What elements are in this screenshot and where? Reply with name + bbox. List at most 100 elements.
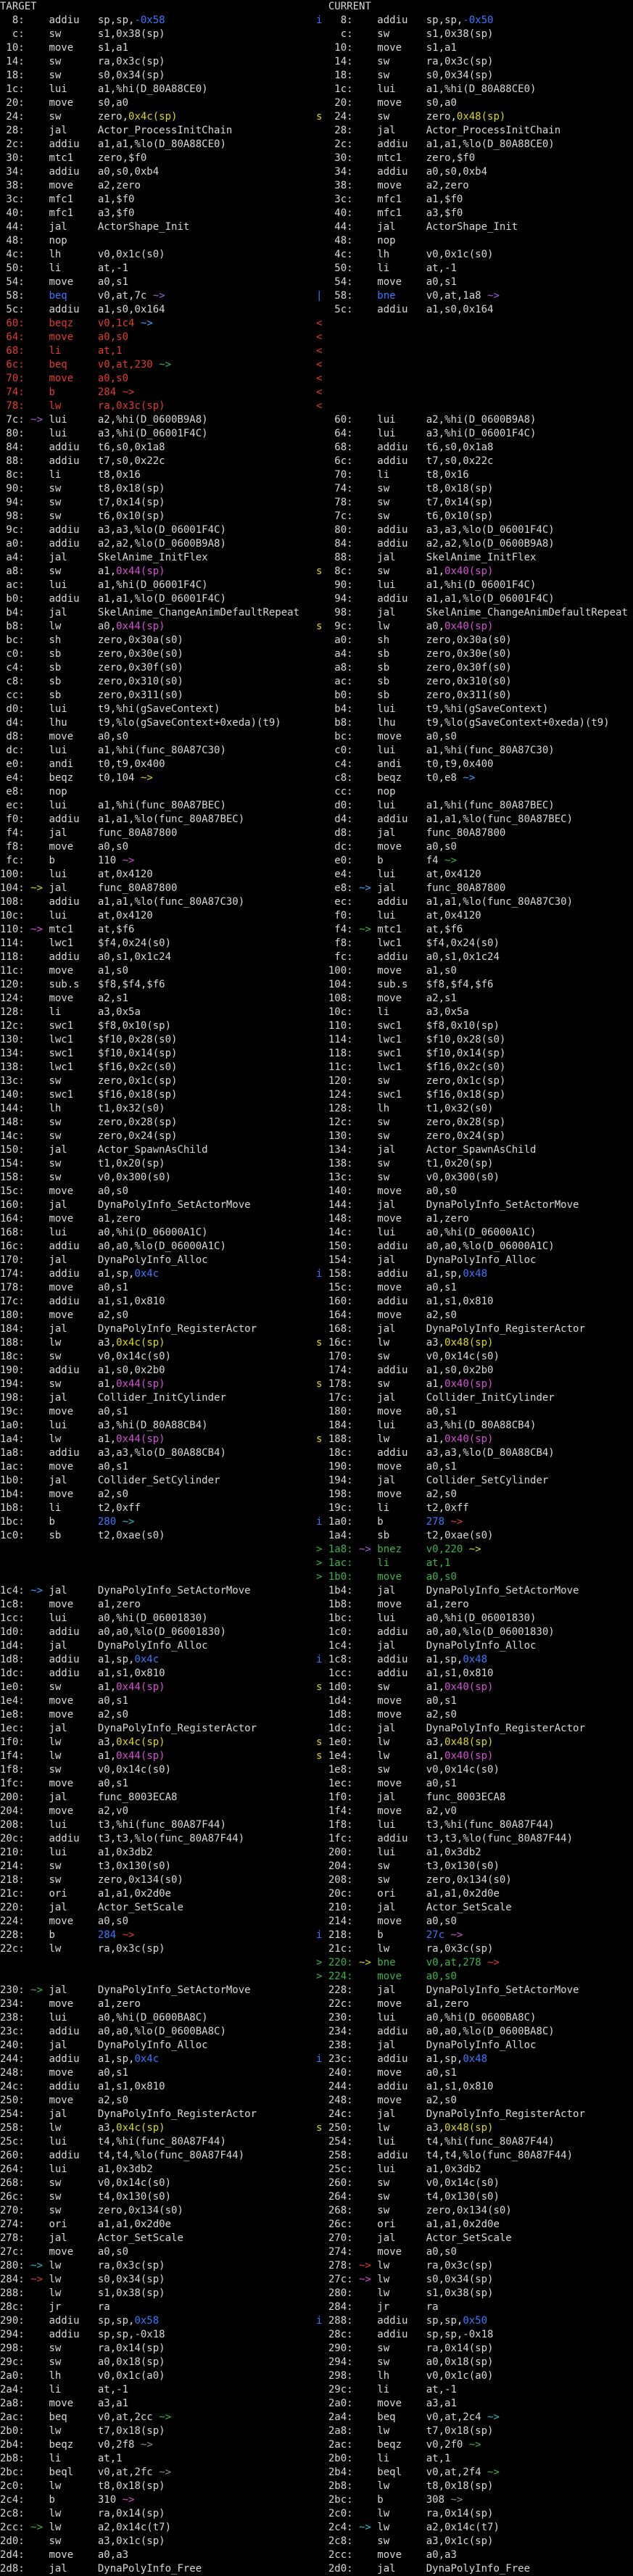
diff-row: 130: lwc1 $f10,0x28(s0) 114: lwc1 $f10,0… xyxy=(0,1033,633,1047)
code-span xyxy=(353,1433,378,1445)
mnemonic: b xyxy=(377,1929,426,1941)
diff-row: 10: move s1,a1 10: move s1,a1 xyxy=(0,41,633,55)
address: 180: xyxy=(328,1406,353,1417)
operand: a1, xyxy=(426,1681,445,1693)
mnemonic: beql xyxy=(49,2467,98,2478)
diff-row: e4: beqz t0,104 ~> c8: beqz t0,e8 ~> xyxy=(0,771,633,785)
code-span xyxy=(25,2343,49,2354)
address: 214: xyxy=(0,1860,25,1872)
diff-marker xyxy=(316,1323,328,1335)
operand: a1,zero xyxy=(97,1213,141,1225)
target-cell: 1e4: move a0,s1 xyxy=(0,1694,316,1708)
operand: a3,%hi(D_06001F4C) xyxy=(426,428,537,439)
diff-marker xyxy=(316,1034,328,1045)
operand: a0,s1,0x1c24 xyxy=(426,951,500,963)
address: 124: xyxy=(328,1089,353,1101)
operand: $f10,0x28(s0) xyxy=(97,1034,178,1045)
target-cell: 2b4: beqz v0,2f8 ~> xyxy=(0,2438,316,2452)
diff-marker xyxy=(316,2039,328,2051)
operand: func_8003ECA8 xyxy=(426,1792,506,1803)
code-span xyxy=(25,1998,49,2010)
operand: v0,at,2c4 xyxy=(426,2411,488,2423)
operand: t2,0xae(s0) xyxy=(426,1530,494,1541)
operand: 0x4c(sp) xyxy=(116,2122,165,2134)
operand: a1,s1,0x810 xyxy=(97,2081,165,2092)
address: 144: xyxy=(328,1199,353,1211)
mnemonic: addiu xyxy=(377,455,426,467)
mnemonic: swc1 xyxy=(377,1089,426,1101)
diff-marker xyxy=(316,772,328,784)
address: 260: xyxy=(328,2177,353,2189)
address: 1c8: xyxy=(328,1654,353,1665)
code-span xyxy=(353,1571,378,1583)
target-cell: e4: beqz t0,104 ~> xyxy=(0,771,316,785)
code-span xyxy=(25,2301,49,2313)
mnemonic: mfc1 xyxy=(49,194,98,205)
current-cell: 50: li at,-1 xyxy=(316,262,633,276)
operand: a1,sp, xyxy=(97,1654,135,1665)
mnemonic: addiu xyxy=(49,1447,98,1459)
code-span xyxy=(25,841,49,853)
code-span xyxy=(353,1020,378,1032)
diff-marker: > xyxy=(316,1557,328,1569)
target-cell: 84: addiu t6,s0,0x1a8 xyxy=(0,441,316,455)
operand: $f8,0x10(sp) xyxy=(426,1020,500,1032)
operand: t0,104 xyxy=(97,772,141,784)
mnemonic: jr xyxy=(377,2301,426,2313)
operand: a1,%hi(func_80A87C30) xyxy=(97,745,226,756)
address: 30: xyxy=(0,152,25,164)
mnemonic: move xyxy=(377,731,426,742)
code-span xyxy=(353,1089,378,1101)
code-span xyxy=(25,1144,49,1156)
target-cell: c8: sb zero,0x310(s0) xyxy=(0,675,316,689)
operand: t4,%hi(func_80A87F44) xyxy=(97,2136,226,2148)
diff-row: c: sw s1,0x38(sp) c: sw s1,0x38(sp) xyxy=(0,28,633,41)
address: c0: xyxy=(328,745,353,756)
mnemonic: move xyxy=(49,1213,98,1225)
target-cell: 250: move a2,s0 xyxy=(0,2094,316,2108)
operand: a1,s0,0x164 xyxy=(97,304,165,315)
operand: s1,a1 xyxy=(426,42,457,54)
operand: zero,0x134(s0) xyxy=(426,2205,512,2216)
code-span xyxy=(353,979,378,990)
target-cell: b4: jal SkelAnime_ChangeAnimDefaultRepea… xyxy=(0,606,316,620)
mnemonic: jal xyxy=(49,1323,98,1335)
operand: t9,%hi(gSaveContext) xyxy=(426,703,549,715)
code-span xyxy=(353,2315,378,2327)
column-header-row: TARGET CURRENT xyxy=(0,0,633,14)
current-cell: 1b8: move a1,zero xyxy=(316,1598,633,1612)
diff-marker xyxy=(316,993,328,1004)
deletion-marker: < xyxy=(316,318,323,329)
mnemonic: lwc1 xyxy=(377,1034,426,1045)
address: 2b8: xyxy=(0,2453,25,2464)
operand: a0,s1 xyxy=(97,1461,129,1473)
diff-marker xyxy=(316,1227,328,1238)
diff-row: 194: sw a1,0x44(sp) s 178: sw a1,0x40(sp) xyxy=(0,1378,633,1391)
diff-row: 14c: sw zero,0x24(sp) 130: sw zero,0x24(… xyxy=(0,1130,633,1143)
diff-row: f4: jal func_80A87800 d8: jal func_80A87… xyxy=(0,827,633,840)
diff-row: 40: mfc1 a3,$f0 40: mfc1 a3,$f0 xyxy=(0,207,633,220)
current-cell: 258: addiu t4,t4,%lo(func_80A87F44) xyxy=(316,2149,633,2163)
code-span xyxy=(353,579,378,591)
address: 268: xyxy=(0,2177,25,2189)
target-cell: 200: jal func_8003ECA8 xyxy=(0,1791,316,1805)
operand: ~> xyxy=(140,2439,153,2451)
target-cell: 64: move a0,s0 xyxy=(0,331,316,344)
code-span xyxy=(353,2329,378,2340)
operand: a2,v0 xyxy=(97,1805,129,1817)
address: 14c: xyxy=(328,1227,353,1238)
operand: t3,0x130(s0) xyxy=(426,1860,500,1872)
current-cell: 2ac: beqz v0,2f0 ~> xyxy=(316,2438,633,2452)
current-cell: 34: addiu a0,s0,0xb4 xyxy=(316,165,633,179)
diff-row: 220: jal Actor_SetScale 210: jal Actor_S… xyxy=(0,1901,633,1915)
operand: a2,s0 xyxy=(97,1488,129,1500)
operand: DynaPolyInfo_Alloc xyxy=(97,2039,208,2051)
operand: a0,%hi(D_06001830) xyxy=(97,1612,208,1624)
code-span xyxy=(25,2480,49,2492)
diff-row: > 1a8: ~> bnez v0,220 ~> xyxy=(0,1543,633,1557)
code-span xyxy=(353,442,378,453)
code-span xyxy=(25,2467,49,2478)
code-span xyxy=(25,579,49,591)
code-span xyxy=(353,180,378,191)
